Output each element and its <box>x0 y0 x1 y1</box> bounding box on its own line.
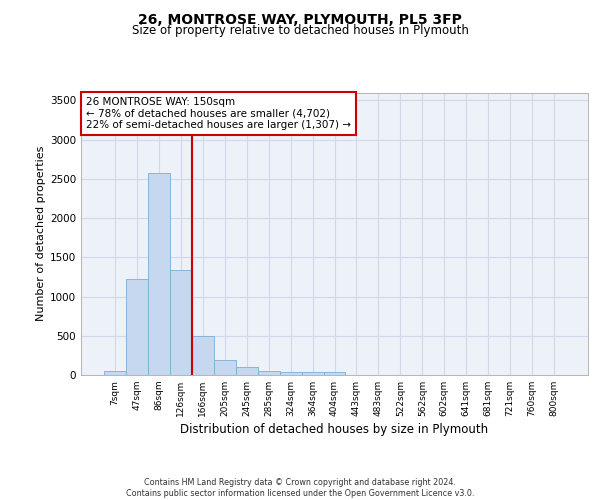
Bar <box>192 336 214 375</box>
Bar <box>236 367 257 375</box>
Bar <box>126 280 148 375</box>
Text: Contains HM Land Registry data © Crown copyright and database right 2024.
Contai: Contains HM Land Registry data © Crown c… <box>126 478 474 498</box>
Text: 26, MONTROSE WAY, PLYMOUTH, PL5 3FP: 26, MONTROSE WAY, PLYMOUTH, PL5 3FP <box>138 12 462 26</box>
Text: 26 MONTROSE WAY: 150sqm
← 78% of detached houses are smaller (4,702)
22% of semi: 26 MONTROSE WAY: 150sqm ← 78% of detache… <box>86 96 351 130</box>
Bar <box>323 372 346 375</box>
Bar <box>148 172 170 375</box>
Bar <box>104 371 126 375</box>
Bar <box>280 372 302 375</box>
Bar <box>214 360 236 375</box>
Bar <box>257 372 280 375</box>
Bar <box>170 270 192 375</box>
Text: Size of property relative to detached houses in Plymouth: Size of property relative to detached ho… <box>131 24 469 37</box>
X-axis label: Distribution of detached houses by size in Plymouth: Distribution of detached houses by size … <box>181 423 488 436</box>
Y-axis label: Number of detached properties: Number of detached properties <box>36 146 46 322</box>
Bar <box>302 372 323 375</box>
